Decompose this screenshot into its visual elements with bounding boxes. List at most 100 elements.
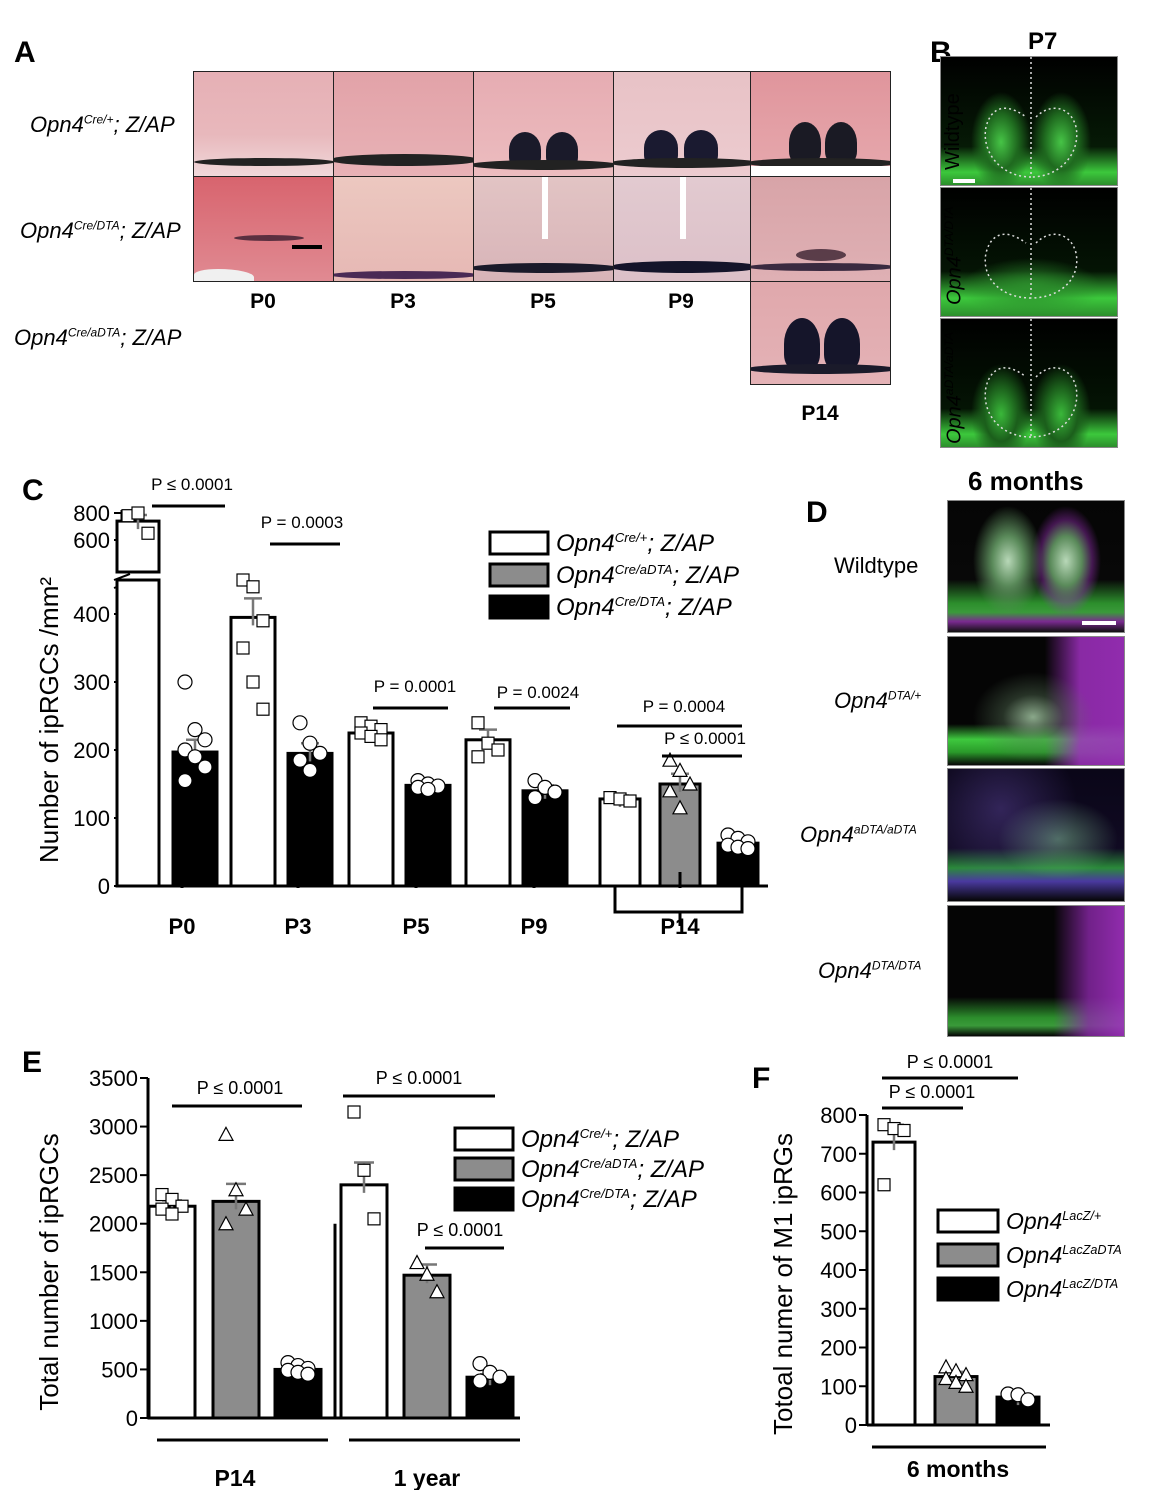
panel-b-row-label-3: Opn4aDTA/aDTA bbox=[942, 332, 967, 444]
panel-d-row-label-2: Opn4DTA/+ bbox=[834, 688, 921, 714]
bar-white bbox=[115, 578, 161, 888]
data-point bbox=[197, 759, 213, 775]
bar-white bbox=[598, 797, 642, 888]
genotype-base: Opn4 bbox=[20, 218, 74, 243]
data-point bbox=[292, 715, 308, 731]
data-point bbox=[481, 736, 495, 750]
data-point bbox=[312, 745, 328, 761]
row-label-text: Opn4 bbox=[834, 688, 888, 713]
data-point bbox=[177, 674, 193, 690]
y-tick-label: 1000 bbox=[89, 1309, 138, 1334]
panel-f-letter: F bbox=[752, 1062, 771, 1095]
legend-label: Opn4LacZ/+ bbox=[1006, 1208, 1101, 1234]
genotype-base: Opn4 bbox=[14, 325, 68, 350]
legend-label-sup: Cre/aDTA bbox=[615, 562, 673, 577]
significance-label: P = 0.0024 bbox=[497, 683, 579, 702]
legend-label: Opn4LacZaDTA bbox=[1006, 1242, 1122, 1268]
legend-swatch bbox=[936, 1276, 1000, 1302]
histology-image-cre-p3 bbox=[333, 71, 474, 177]
y-tick-label: 3500 bbox=[89, 1066, 138, 1091]
row-label-sup: DTA/DTA bbox=[871, 958, 922, 973]
y-tick-label: 800 bbox=[73, 501, 110, 526]
x-tick-label: P3 bbox=[285, 914, 312, 939]
data-point bbox=[1020, 1392, 1036, 1408]
age-label-p3: P3 bbox=[390, 290, 416, 313]
histology-image-dta-p9 bbox=[613, 176, 751, 282]
data-point bbox=[420, 781, 436, 798]
significance-label: P ≤ 0.0001 bbox=[376, 1068, 463, 1088]
histology-image-dta-p14 bbox=[750, 176, 891, 282]
legend-label-base: Opn4 bbox=[521, 1186, 580, 1213]
y-tick-label: 0 bbox=[98, 874, 110, 899]
data-point bbox=[947, 1374, 965, 1389]
data-point bbox=[357, 1163, 371, 1177]
data-point bbox=[661, 782, 679, 798]
data-point bbox=[937, 1370, 955, 1386]
panel-c-letter: C bbox=[22, 474, 44, 507]
p14-bracket bbox=[613, 886, 744, 914]
panel-a-letter: A bbox=[14, 36, 36, 69]
significance-label: P ≤ 0.0001 bbox=[664, 729, 746, 748]
histology-image-cre-p0 bbox=[193, 71, 334, 177]
x-tick-label: P5 bbox=[403, 914, 430, 939]
data-point bbox=[236, 573, 250, 587]
data-point bbox=[671, 799, 689, 815]
legend-label: Opn4Cre/DTA; Z/AP bbox=[521, 1186, 697, 1213]
panel-d-letter: D bbox=[806, 496, 828, 529]
fluorescence-image-dta-plus-6mo bbox=[947, 636, 1125, 766]
y-tick-label: 100 bbox=[73, 806, 110, 831]
age-label-p0: P0 bbox=[250, 290, 276, 313]
genotype-base: Opn4 bbox=[30, 112, 84, 137]
genotype-label-a-1: Opn4Cre/+; Z/AP bbox=[30, 112, 175, 138]
data-point bbox=[408, 1254, 426, 1270]
histology-image-adta-p14 bbox=[750, 281, 891, 385]
genotype-label-a-2: Opn4Cre/DTA; Z/AP bbox=[20, 218, 181, 244]
histology-image-dta-p3 bbox=[333, 176, 474, 282]
legend-label-tail: ; Z/AP bbox=[637, 1156, 704, 1183]
row-label-sup: aDTA/aDTA bbox=[853, 822, 917, 837]
panel-b-row-label-2: Opn4DTA/DTA bbox=[942, 207, 967, 306]
legend-label-base: Opn4 bbox=[556, 594, 615, 621]
genotype-sup: Cre/+ bbox=[83, 112, 114, 127]
y-tick-label: 200 bbox=[820, 1336, 857, 1361]
scale-bar bbox=[1082, 621, 1116, 625]
legend-label-tail: ; Z/AP bbox=[672, 562, 739, 589]
legend-label: Opn4Cre/DTA; Z/AP bbox=[556, 594, 732, 621]
y-tick-label: 300 bbox=[73, 670, 110, 695]
panel-d-title: 6 months bbox=[968, 466, 1084, 496]
legend-label: Opn4LacZ/DTA bbox=[1006, 1276, 1118, 1302]
legend-label: Opn4Cre/+; Z/AP bbox=[556, 530, 714, 557]
row-label-sup: aDTA/aDTA bbox=[942, 332, 956, 396]
y-tick-label: 800 bbox=[820, 1103, 857, 1128]
legend-label-base: Opn4 bbox=[556, 562, 615, 589]
data-point bbox=[256, 702, 270, 716]
data-point bbox=[671, 762, 689, 777]
genotype-tail: ; Z/AP bbox=[119, 218, 181, 243]
panel-d-row-label-1: Wildtype bbox=[834, 553, 918, 579]
row-label-text: Opn4 bbox=[818, 958, 872, 983]
panel-b-row-label-1: Wildtype bbox=[942, 93, 965, 170]
row-label-sup: DTA/+ bbox=[887, 688, 922, 703]
age-label-p9: P9 bbox=[668, 290, 694, 313]
data-point bbox=[302, 762, 318, 778]
genotype-sup: Cre/DTA bbox=[73, 218, 120, 233]
significance-label: P ≤ 0.0001 bbox=[889, 1082, 976, 1102]
data-point bbox=[347, 1105, 361, 1119]
data-point bbox=[471, 750, 485, 764]
data-point bbox=[472, 1356, 488, 1372]
legend-swatch bbox=[488, 594, 550, 620]
bar-white bbox=[464, 738, 512, 888]
y-tick-label: 2000 bbox=[89, 1212, 138, 1237]
data-point bbox=[292, 752, 308, 768]
row-label-text: Opn4 bbox=[800, 822, 854, 847]
legend-label-sup: LacZaDTA bbox=[1062, 1243, 1121, 1257]
legend-label-tail: ; Z/AP bbox=[630, 1186, 697, 1213]
legend-label-base: Opn4 bbox=[1006, 1208, 1062, 1234]
legend-label-base: Opn4 bbox=[1006, 1242, 1062, 1268]
data-point bbox=[302, 735, 318, 751]
fluorescence-image-wildtype-p7 bbox=[940, 56, 1118, 186]
legend-label-sup: Cre/+ bbox=[580, 1126, 613, 1141]
histology-image-cre-p14 bbox=[750, 71, 891, 177]
legend-label-base: Opn4 bbox=[556, 530, 615, 557]
